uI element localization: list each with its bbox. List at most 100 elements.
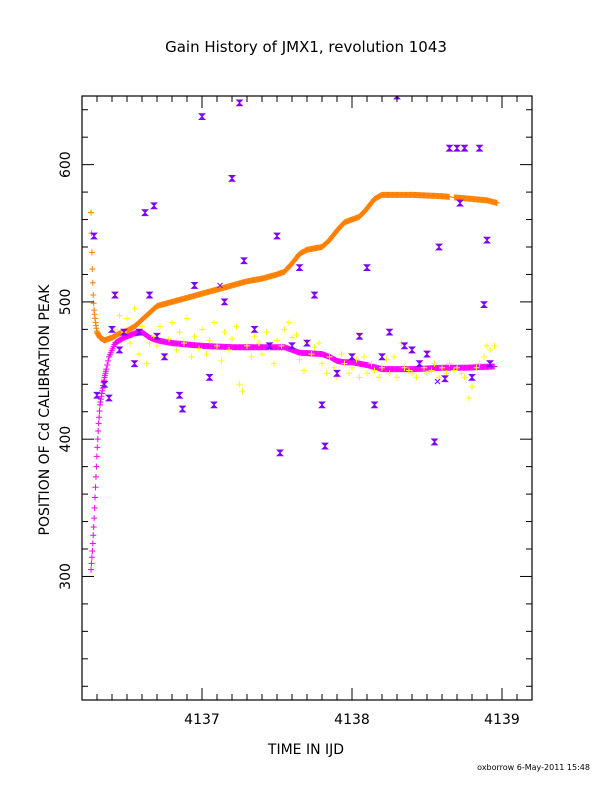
series-3-point [288,342,296,350]
series-3-point [190,282,199,289]
series-3-point [153,332,161,340]
chart-title: Gain History of JMX1, revolution 1043 [165,38,447,56]
series-2-point [188,353,195,360]
series-2-point [143,360,150,367]
series-3-point [303,339,311,347]
series-2-point [424,370,430,377]
series-0-point [493,199,500,206]
series-2-point [413,374,420,381]
series-1-point [104,362,111,369]
series-2-point [458,370,465,377]
series-2-point [368,360,375,367]
series-3-point [265,342,274,350]
series-0-point [89,265,96,272]
series-3-point [135,328,143,336]
series-2-point [311,344,318,351]
series-3-point [363,264,371,271]
footer-credit: oxborrow 6-May-2011 15:48 [477,763,590,772]
series-3-point [105,394,113,402]
series-2-point [256,340,262,347]
series-2-point [406,367,412,374]
series-3-point [480,301,488,309]
series-2-point [356,374,363,381]
x-axis-label: TIME IN IJD [267,742,344,758]
series-2-point [466,395,472,401]
series-2-point [439,364,445,371]
series-2-point [443,370,450,377]
series-1-point [92,473,99,480]
series-2-point [157,323,163,330]
series-1-point [91,504,98,511]
series-3-point [430,438,439,446]
series-3-point [486,360,494,368]
series-3-point [235,99,244,107]
series-2-point [394,374,400,381]
series-3-point [370,401,379,409]
series-2-point [226,346,232,353]
series-3-point [378,353,386,361]
series-3-point [295,264,304,271]
series-2-point [221,329,228,336]
series-2-point [244,342,250,349]
y-tick-label: 400 [58,426,74,453]
series-2-point [316,340,322,347]
series-2-point [364,370,370,377]
series-3-point [100,380,109,388]
series-3-point [475,144,484,152]
series-2-point [476,360,483,367]
series-2-point [409,370,415,377]
series-3-point [175,391,184,399]
series-2-point [473,364,480,371]
series-2-point [376,374,382,381]
series-2-point [248,353,255,360]
series-1-point [96,408,103,415]
series-2-point [281,326,288,333]
series-2-point [151,333,157,340]
series-1-point [89,540,96,547]
series-2-point [361,353,367,360]
series-1-point [93,463,100,470]
y-tick-label: 300 [58,563,74,590]
series-1-point [88,554,95,561]
series-2-point [326,353,333,360]
series-2-point [421,364,427,371]
series-2-point [308,351,315,358]
series-3-point [273,232,281,240]
series-2-point [173,346,180,353]
series-0-point [90,292,97,299]
series-3-point [111,291,119,299]
series-3-point [198,113,206,120]
series-2-point [211,319,217,326]
series-2-point [112,326,118,333]
series-1-point [91,515,98,522]
series-1-point [95,420,102,427]
series-3-point [160,353,169,361]
series-3-point [210,401,218,409]
series-3-point [400,342,409,350]
series-3-point [483,236,491,244]
series-1-point [88,566,94,573]
series-2-point [487,346,493,353]
series-2-point [206,337,213,344]
series-3-point [468,374,476,381]
series-2-point [271,360,277,367]
series-2-point [236,381,243,388]
series-2-point [136,351,142,358]
series-3-point [415,360,424,368]
series-2-point [127,340,133,347]
series-2-point [469,384,475,391]
series-2-point [386,370,393,377]
series-1-point [88,560,95,567]
series-3-point [333,369,341,377]
series-2-point [181,340,187,347]
series-3-point [145,291,154,299]
x-tick-label: 4138 [334,712,370,728]
series-2-point [391,353,397,360]
series-2-point [484,342,490,349]
series-1-point [90,524,97,531]
series-1-point [93,453,100,460]
series-1-point [94,444,101,451]
series-2-point [176,329,183,336]
series-2-point [166,335,172,342]
series-0-point [88,249,95,256]
